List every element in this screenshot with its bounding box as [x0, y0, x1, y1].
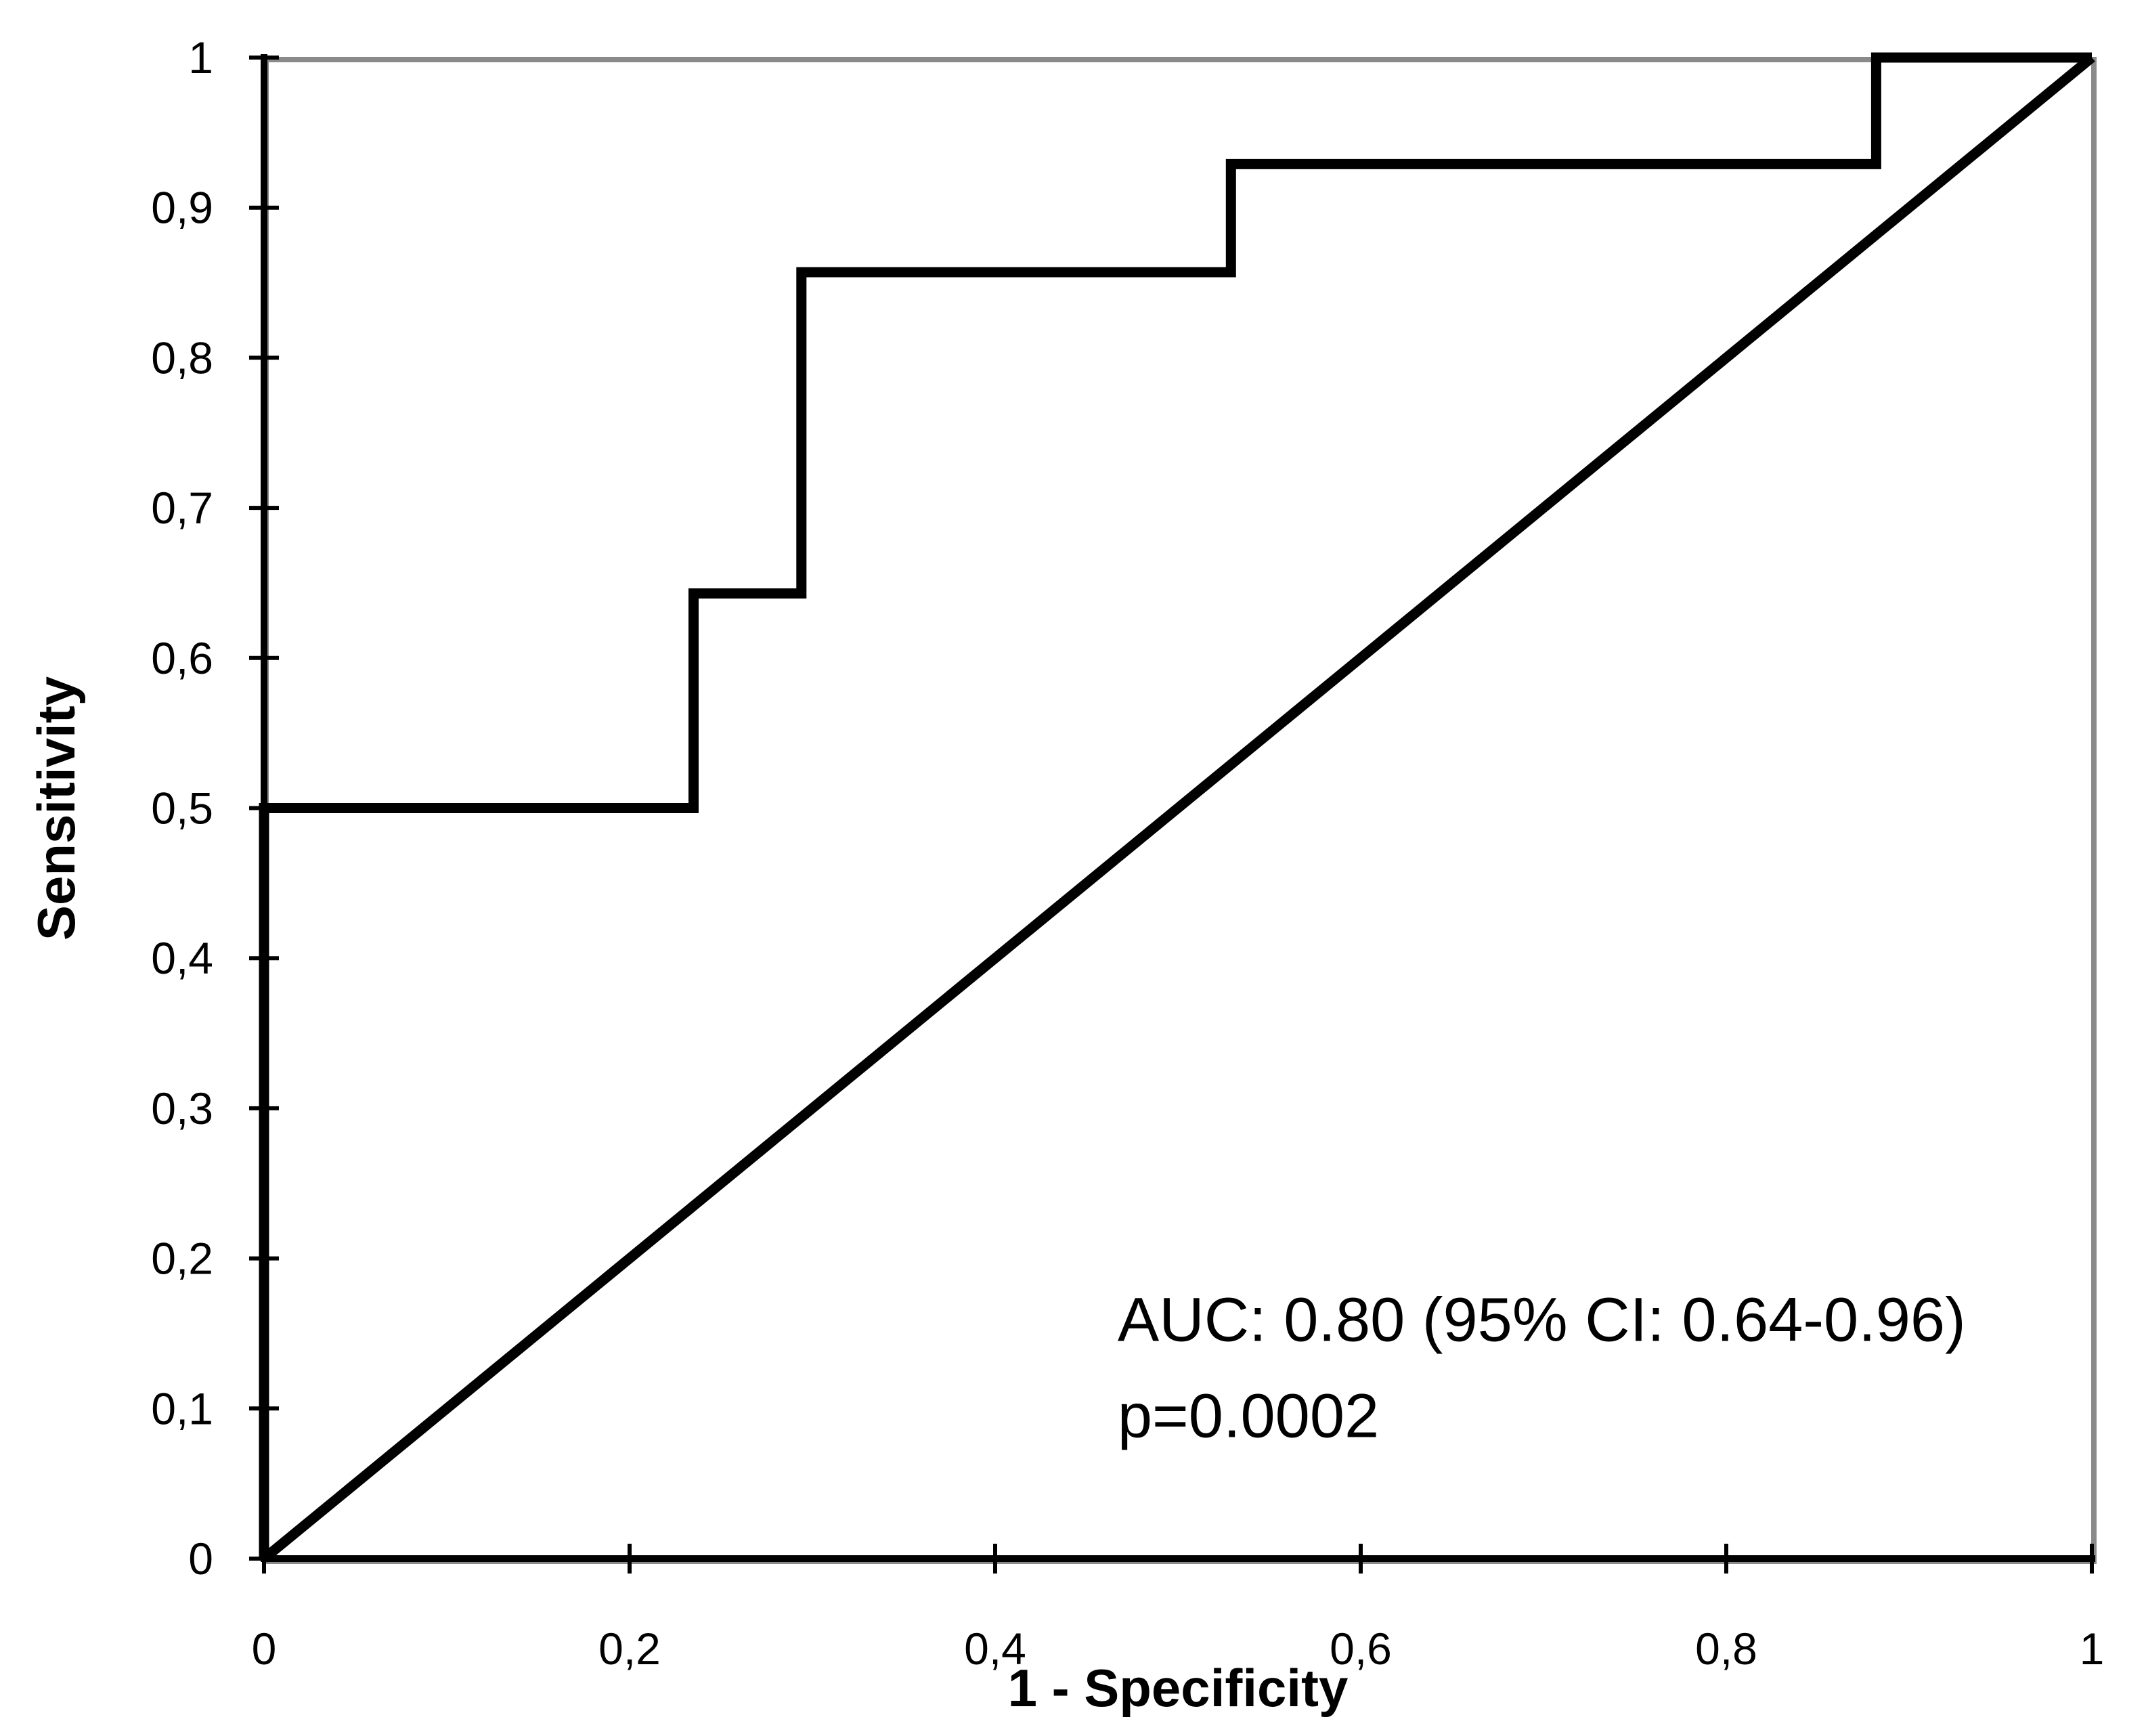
y-tick-label: 0 — [188, 1534, 213, 1584]
x-tick-label: 0,8 — [1695, 1624, 1757, 1674]
y-tick-label: 1 — [188, 32, 213, 83]
y-tick-label: 0,5 — [151, 783, 213, 833]
y-tick-label: 0,1 — [151, 1383, 213, 1433]
x-tick-label: 1 — [2080, 1624, 2105, 1674]
x-axis-ticks — [262, 1544, 2094, 1574]
y-tick-label: 0,6 — [151, 633, 213, 683]
y-tick-label: 0,7 — [151, 483, 213, 533]
x-axis-title: 1 - Specificity — [1008, 1658, 1349, 1718]
annotation-auc: AUC: 0.80 (95% CI: 0.64-0.96) — [1118, 1286, 1966, 1355]
y-tick-label: 0,4 — [151, 933, 213, 983]
x-axis-tick-labels: 0 0,2 0,4 0,6 0,8 1 — [252, 1624, 2105, 1674]
x-tick-label: 0 — [252, 1624, 277, 1674]
y-tick-label: 0,3 — [151, 1083, 213, 1133]
x-tick-label: 0,2 — [598, 1624, 661, 1674]
reference-diagonal-line — [261, 53, 2095, 1563]
x-tick-label: 0,4 — [964, 1624, 1026, 1674]
y-tick-label: 0,9 — [151, 183, 213, 233]
y-axis-title: Sensitivity — [26, 676, 86, 940]
x-tick-label: 0,6 — [1330, 1624, 1392, 1674]
y-tick-label: 0,8 — [151, 332, 213, 383]
y-axis-tick-labels: 0 0,1 0,2 0,3 0,4 0,5 0,6 0,7 0,8 0,9 1 — [151, 32, 213, 1584]
y-axis-ticks — [249, 56, 279, 1561]
y-tick-label: 0,2 — [151, 1234, 213, 1284]
annotation-pvalue: p=0.0002 — [1118, 1381, 1379, 1450]
roc-curve-line — [259, 52, 2092, 1559]
